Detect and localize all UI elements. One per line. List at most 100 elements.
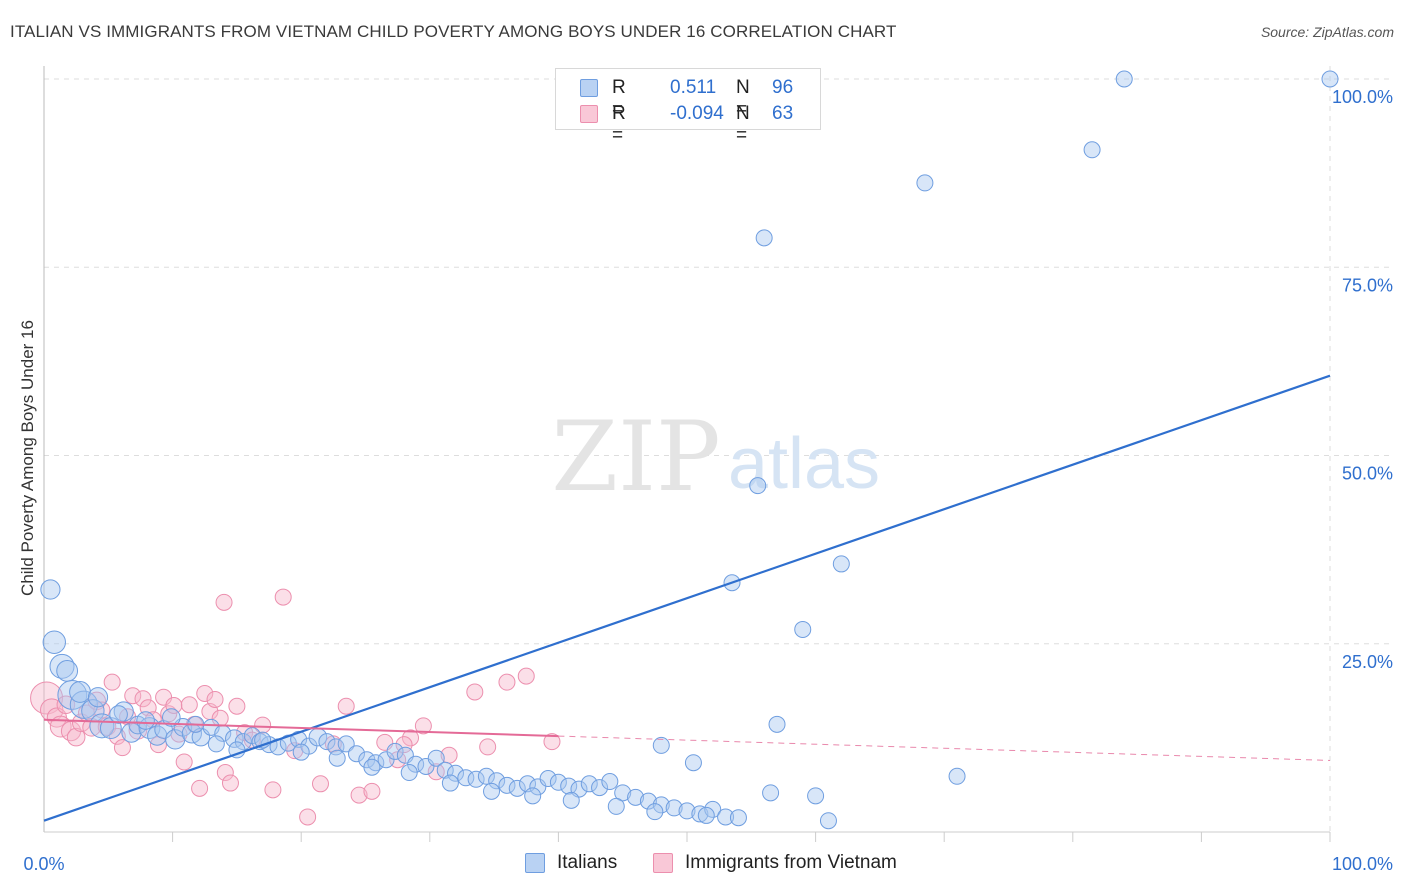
italians-point: [89, 713, 115, 739]
y-tick-label: 100.0%: [1332, 87, 1393, 107]
italians-point: [400, 764, 418, 782]
italians-point: [832, 555, 850, 573]
italians-point: [794, 620, 812, 638]
vietnam-point: [206, 690, 224, 708]
r-value-vietnam: -0.094: [670, 103, 724, 124]
italians-point: [601, 773, 619, 791]
italians-point: [591, 779, 609, 797]
italians-point: [1083, 141, 1101, 159]
italians-point: [225, 729, 244, 748]
trend-line-vietnam: [43, 718, 559, 738]
italians-point: [1115, 70, 1133, 88]
italians-point: [665, 799, 683, 817]
vietnam-point: [30, 681, 64, 715]
italians-point: [762, 784, 780, 802]
italians-point: [207, 735, 225, 753]
italians-swatch: [580, 79, 598, 97]
vietnam-point: [221, 774, 239, 792]
n-label: N =: [736, 77, 750, 120]
italians-point: [436, 761, 454, 779]
trend-line-italians: [43, 374, 1331, 822]
italians-point: [427, 749, 445, 767]
vietnam-point: [402, 729, 420, 747]
italians-point: [136, 711, 155, 730]
x-tick-label-max: 100.0%: [1332, 854, 1393, 874]
n-value-vietnam: 63: [772, 103, 794, 124]
italians-point: [539, 770, 557, 788]
vietnam-point: [363, 782, 381, 800]
italians-point: [441, 774, 459, 792]
italians-point: [328, 749, 346, 767]
trend-line-vietnam-extension: [558, 735, 1331, 761]
r-label: R =: [612, 103, 626, 146]
vietnam-point: [215, 593, 233, 611]
italians-point: [386, 742, 404, 760]
italians-point: [1321, 70, 1339, 88]
vietnam-point: [191, 779, 209, 797]
vietnam-point: [299, 808, 317, 826]
italians-point: [483, 782, 501, 800]
correlation-legend: R = 0.511 N = 96 R = -0.094 N = 63: [555, 68, 821, 146]
grid-layer: [44, 66, 1393, 832]
vietnam-point: [274, 588, 292, 606]
italians-point: [749, 477, 767, 495]
vietnam-legend-swatch: [653, 853, 673, 873]
italians-point: [488, 772, 506, 790]
italians-point: [607, 797, 625, 815]
italians-legend-swatch: [525, 853, 545, 873]
vietnam-point: [479, 738, 497, 756]
italians-point: [916, 174, 934, 192]
italians-point: [337, 735, 355, 753]
italians-point: [56, 659, 79, 682]
vietnam-point: [66, 727, 86, 747]
italians-point: [524, 787, 542, 805]
vietnam-point: [124, 687, 142, 705]
italians-point: [162, 708, 181, 727]
y-tick-label: 50.0%: [1342, 464, 1393, 484]
trend-lines: [43, 374, 1331, 822]
italians-point: [87, 687, 109, 708]
italians-point: [684, 754, 702, 772]
vietnam-point: [165, 696, 183, 714]
italians-point: [729, 809, 747, 827]
vietnam-legend-label: Immigrants from Vietnam: [685, 852, 897, 873]
italians-point: [467, 770, 485, 788]
watermark-zip: ZIP: [551, 401, 720, 513]
watermark: ZIP atlas: [551, 401, 880, 513]
x-tick-label-min: 0.0%: [23, 854, 64, 874]
axis-layer: 25.0% 50.0% 75.0% 100.0% 0.0% 100.0%: [23, 66, 1393, 874]
vietnam-point: [498, 673, 516, 691]
vietnam-point: [466, 683, 484, 701]
vietnam-point: [113, 739, 131, 757]
y-tick-label: 75.0%: [1342, 275, 1393, 295]
vietnam-point: [254, 716, 272, 734]
italians-point: [697, 806, 715, 824]
italians-point: [639, 792, 657, 810]
italians-legend-label: Italians: [557, 852, 618, 873]
italians-point: [508, 779, 526, 797]
italians-point: [347, 745, 365, 763]
italians-point: [477, 767, 495, 785]
vietnam-point: [160, 705, 178, 723]
vietnam-point: [337, 697, 355, 715]
italians-point: [652, 736, 670, 754]
vietnam-point: [517, 667, 535, 685]
italians-point: [652, 796, 670, 814]
vietnam-point: [175, 753, 193, 771]
vietnam-point: [216, 764, 234, 782]
vietnam-point: [350, 786, 368, 804]
y-axis-label: Child Poverty Among Boys Under 16: [18, 320, 37, 596]
vietnam-point: [543, 733, 561, 751]
italians-point: [549, 773, 567, 791]
italians-point: [627, 788, 645, 806]
series-vietnam-points: [30, 588, 561, 826]
italians-point: [768, 715, 786, 733]
r-value-italians: 0.511: [670, 77, 717, 98]
y-tick-label: 25.0%: [1342, 652, 1393, 672]
series-italians-points: [40, 70, 1339, 830]
vietnam-point: [180, 696, 198, 714]
italians-point: [807, 787, 825, 805]
italians-point: [363, 758, 381, 776]
italians-point: [69, 681, 91, 703]
italians-point: [498, 776, 516, 794]
